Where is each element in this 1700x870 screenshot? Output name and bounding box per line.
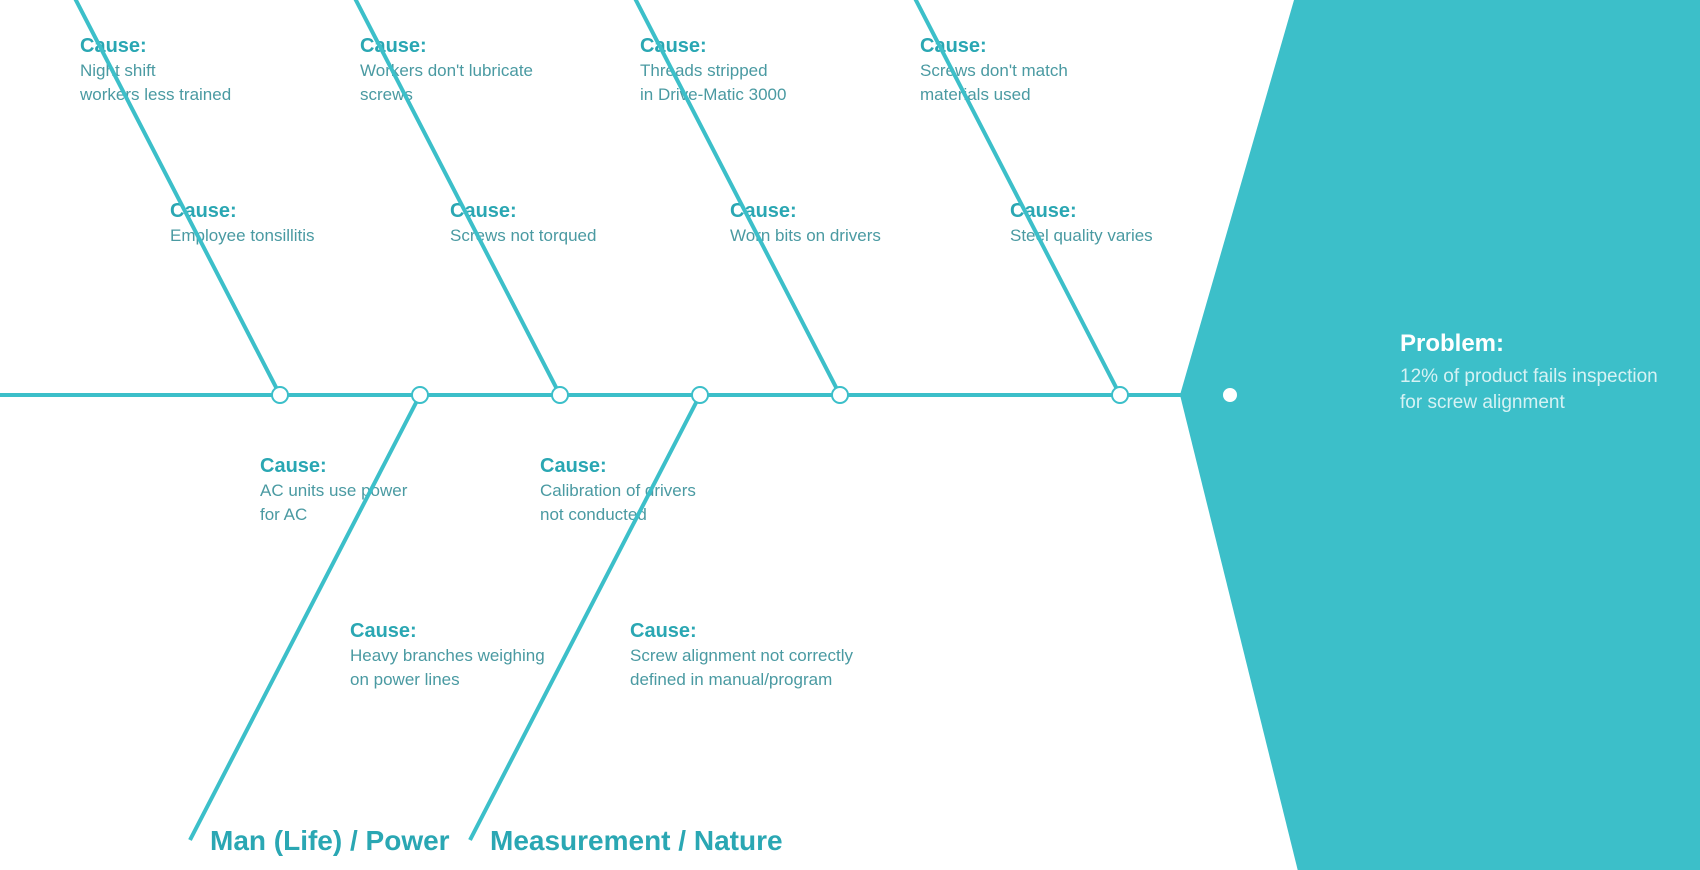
branch-line-machine xyxy=(610,0,840,395)
branch-foot-dot-machine xyxy=(832,387,848,403)
branch-foot-dot-material xyxy=(1112,387,1128,403)
branch-foot-dot-method xyxy=(552,387,568,403)
branch-line-method xyxy=(330,0,560,395)
branch-line-measurement xyxy=(470,395,700,840)
branch-foot-dot-measurement xyxy=(692,387,708,403)
branch-line-personnel xyxy=(50,0,280,395)
problem-text: 12% of product fails inspection for scre… xyxy=(1400,364,1660,415)
problem-title: Problem: xyxy=(1400,330,1660,358)
branch-line-material xyxy=(890,0,1120,395)
branch-foot-dot-personnel xyxy=(272,387,288,403)
branch-foot-dot-manpower xyxy=(412,387,428,403)
branch-line-manpower xyxy=(190,395,420,840)
spine-head-dot xyxy=(1222,387,1238,403)
fish-head xyxy=(1180,0,1700,870)
problem-box: Problem: 12% of product fails inspection … xyxy=(1400,330,1660,415)
fishbone-svg xyxy=(0,0,1700,870)
